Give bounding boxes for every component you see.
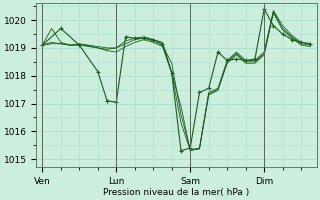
X-axis label: Pression niveau de la mer( hPa ): Pression niveau de la mer( hPa ) [103, 188, 250, 197]
